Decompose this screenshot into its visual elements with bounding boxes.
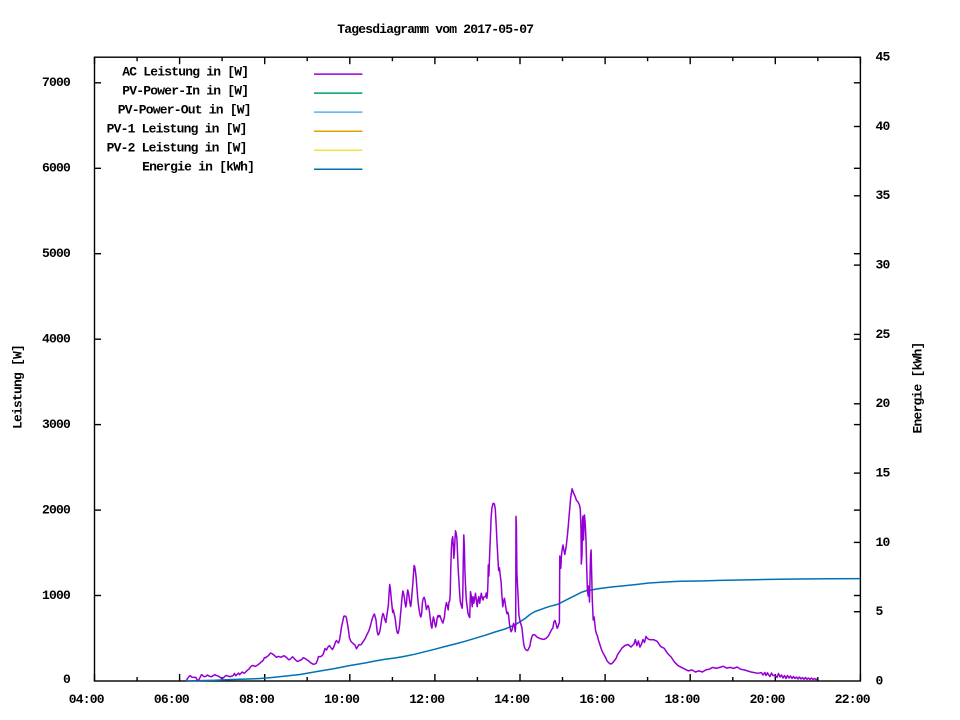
svg-text:2000: 2000 (42, 503, 71, 518)
svg-text:35: 35 (876, 188, 891, 203)
svg-text:6000: 6000 (42, 161, 71, 176)
svg-text:20: 20 (876, 396, 891, 411)
svg-text:5000: 5000 (42, 246, 71, 261)
svg-text:40: 40 (876, 119, 891, 134)
svg-text:08:00: 08:00 (239, 692, 275, 707)
svg-text:Leistung [W]: Leistung [W] (11, 345, 26, 429)
svg-text:06:00: 06:00 (154, 692, 190, 707)
svg-text:04:00: 04:00 (69, 692, 105, 707)
svg-text:1000: 1000 (42, 588, 71, 603)
svg-text:18:00: 18:00 (664, 692, 700, 707)
svg-text:AC Leistung in [W]: AC Leistung in [W] (122, 65, 248, 80)
svg-text:PV-Power-In in [W]: PV-Power-In in [W] (122, 84, 248, 99)
svg-text:0: 0 (876, 673, 884, 688)
svg-text:3000: 3000 (42, 417, 71, 432)
svg-text:15: 15 (876, 466, 891, 481)
svg-text:4000: 4000 (42, 332, 71, 347)
svg-text:20:00: 20:00 (750, 692, 786, 707)
svg-text:12:00: 12:00 (409, 692, 445, 707)
svg-text:30: 30 (876, 258, 891, 273)
svg-text:Energie in [kWh]: Energie in [kWh] (142, 160, 254, 175)
svg-text:45: 45 (876, 50, 891, 65)
svg-text:10:00: 10:00 (324, 692, 360, 707)
svg-text:5: 5 (876, 604, 884, 619)
svg-text:16:00: 16:00 (579, 692, 615, 707)
svg-text:PV-1 Leistung in [W]: PV-1 Leistung in [W] (107, 122, 247, 137)
svg-text:25: 25 (876, 327, 891, 342)
svg-text:0: 0 (63, 672, 71, 687)
svg-text:14:00: 14:00 (494, 692, 530, 707)
svg-text:7000: 7000 (42, 75, 71, 90)
svg-text:10: 10 (876, 535, 891, 550)
svg-text:Tagesdiagramm vom 2017-05-07: Tagesdiagramm vom 2017-05-07 (337, 22, 533, 37)
svg-text:22:00: 22:00 (835, 692, 871, 707)
svg-text:PV-2 Leistung in [W]: PV-2 Leistung in [W] (107, 141, 247, 156)
svg-text:PV-Power-Out in [W]: PV-Power-Out in [W] (118, 103, 251, 118)
svg-text:Energie [kWh]: Energie [kWh] (911, 342, 926, 433)
